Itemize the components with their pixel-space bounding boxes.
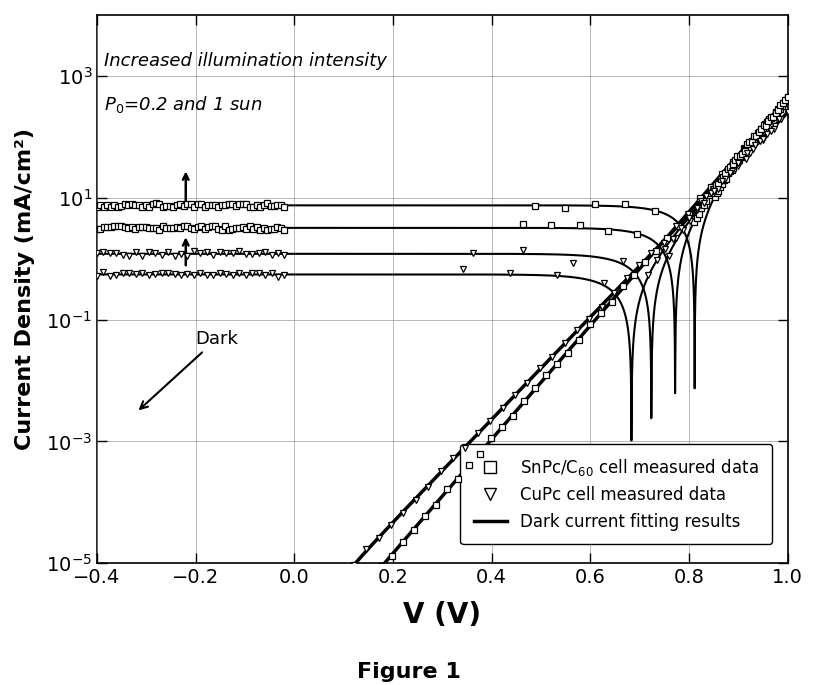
Text: Figure 1: Figure 1 — [357, 662, 461, 682]
Legend: SnPc/C$_{60}$ cell measured data, CuPc cell measured data, Dark current fitting : SnPc/C$_{60}$ cell measured data, CuPc c… — [461, 443, 772, 544]
Text: P$_0$=0.2 and 1 sun: P$_0$=0.2 and 1 sun — [105, 95, 263, 115]
Text: Dark: Dark — [140, 329, 239, 409]
Y-axis label: Current Density (mA/cm²): Current Density (mA/cm²) — [15, 128, 35, 450]
Text: Increased illumination intensity: Increased illumination intensity — [105, 51, 387, 70]
X-axis label: V (V): V (V) — [403, 601, 481, 629]
